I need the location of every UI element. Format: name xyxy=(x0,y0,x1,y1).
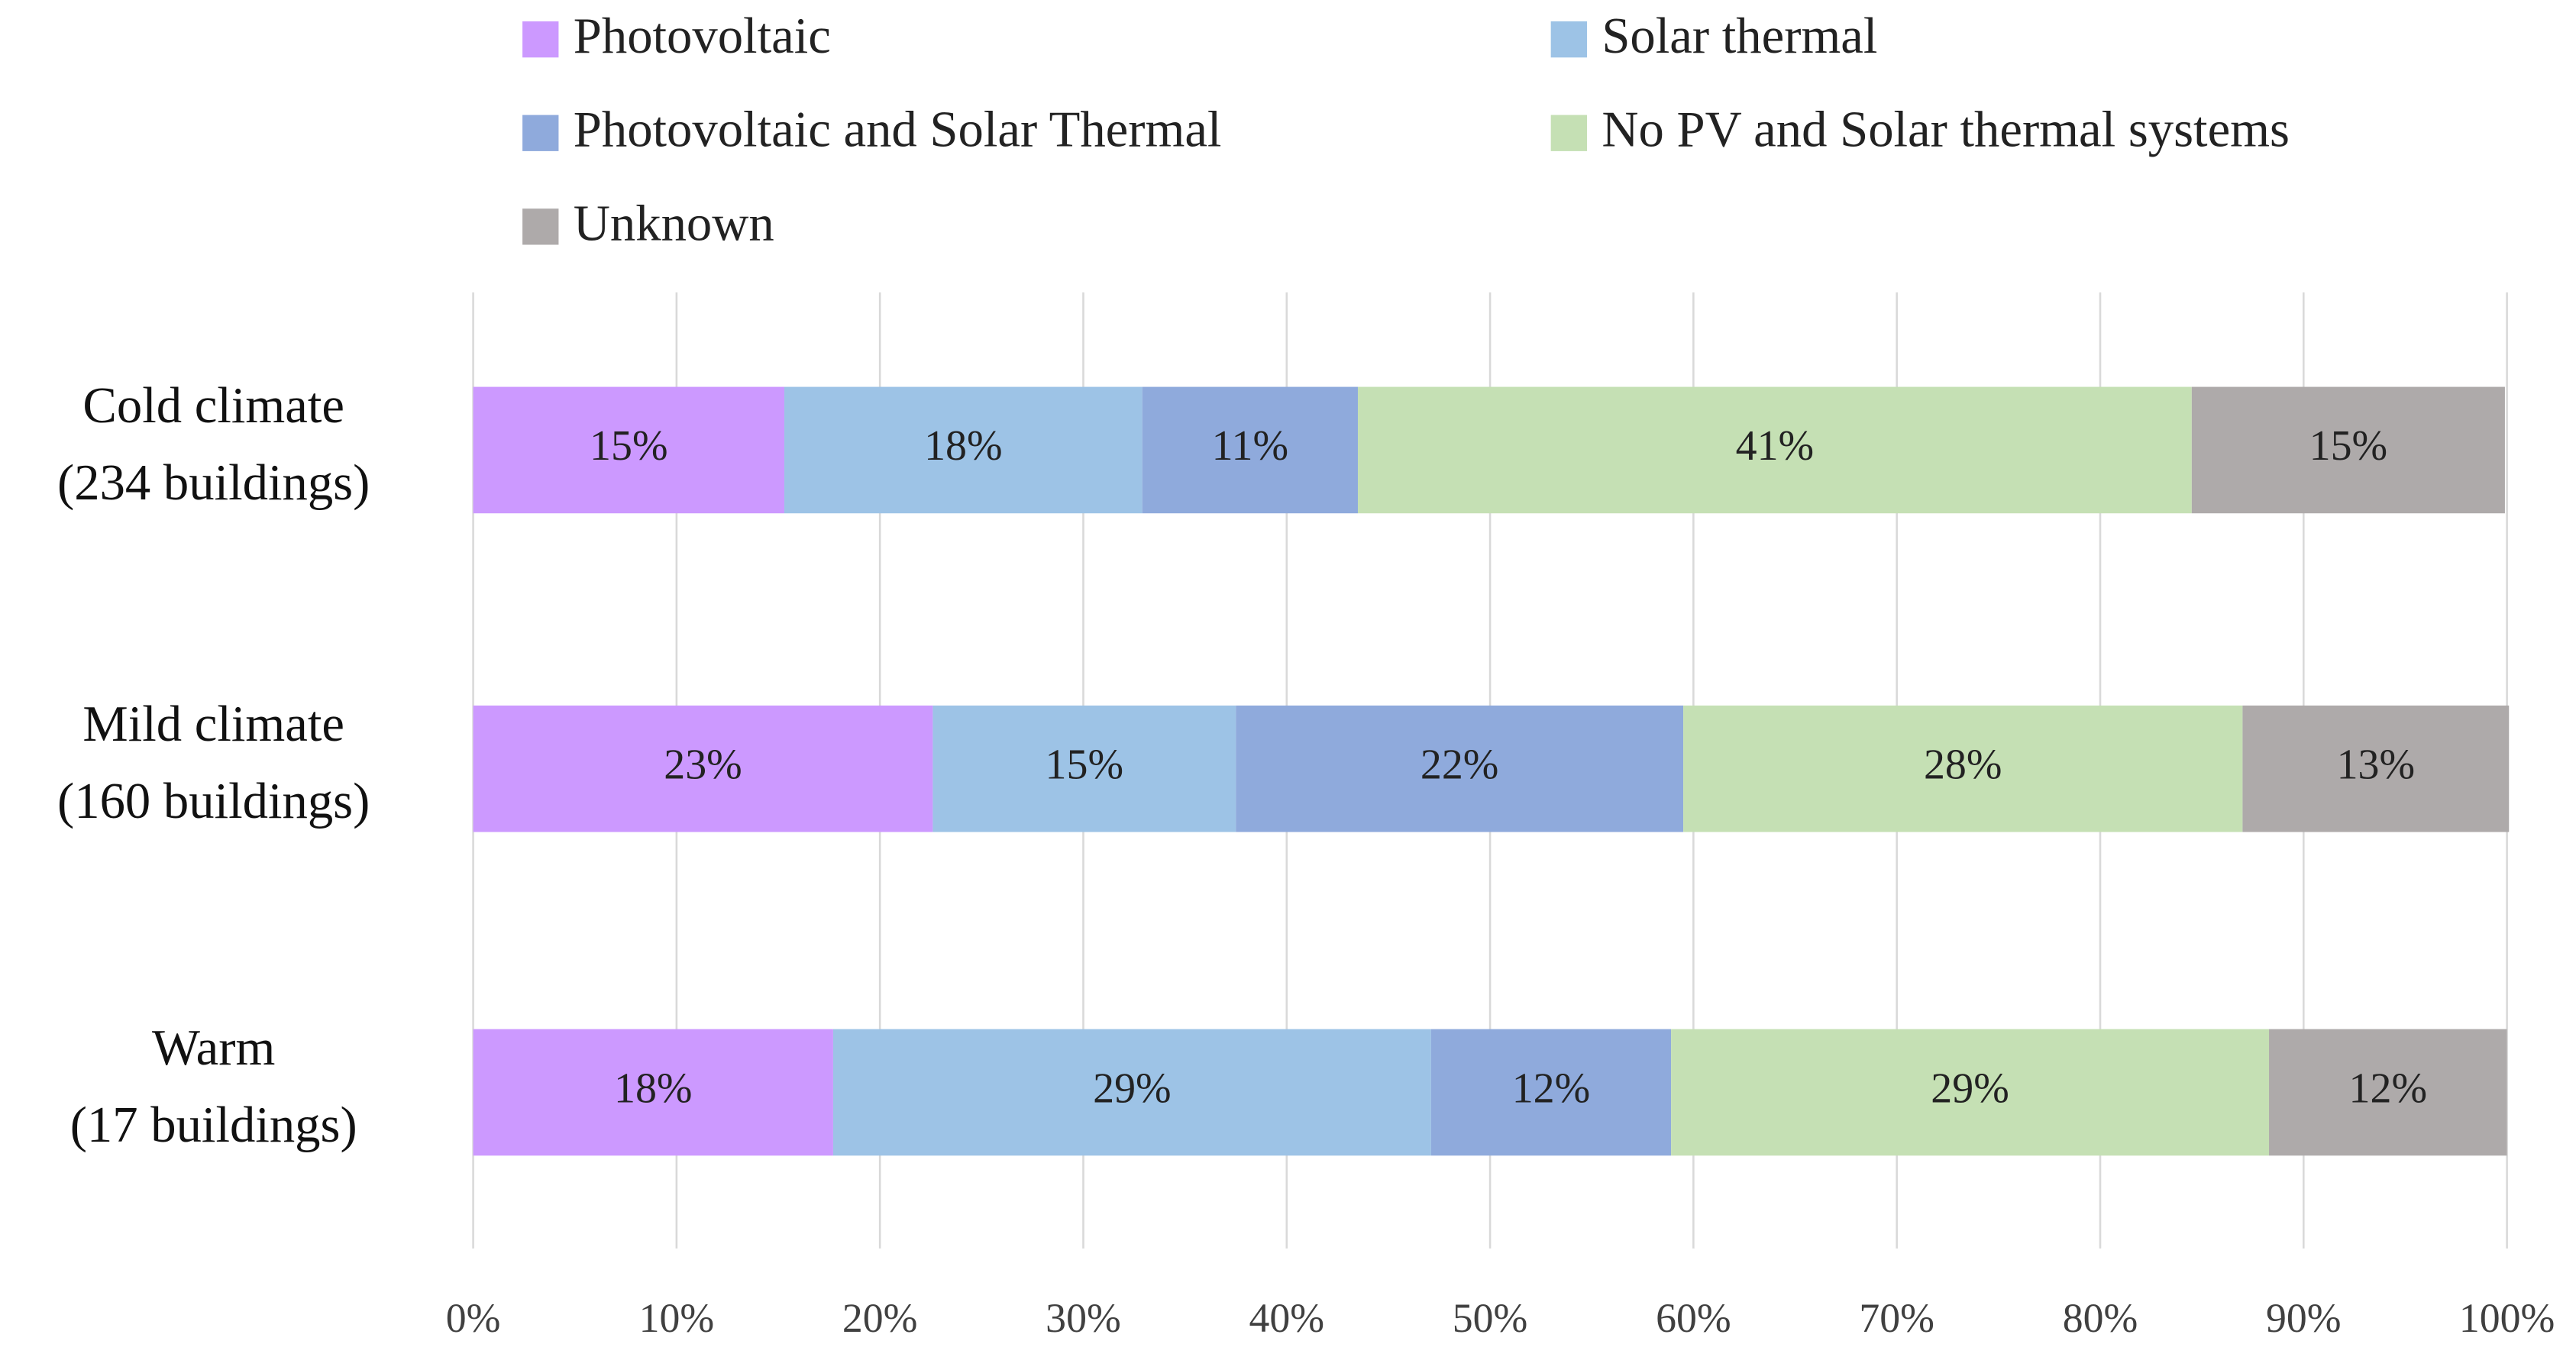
y-tick-label: Mild climate (160 buildings) xyxy=(57,696,370,829)
y-tick-label: Cold climate (234 buildings) xyxy=(57,378,370,511)
bar-segment xyxy=(1671,1029,2270,1156)
x-tick-label: 80% xyxy=(2063,1295,2138,1341)
x-tick-label: 100% xyxy=(2459,1295,2555,1341)
legend-swatch xyxy=(1550,115,1587,151)
legend-label: No PV and Solar thermal systems xyxy=(1602,102,2290,158)
x-tick-label: 60% xyxy=(1656,1295,1731,1341)
data-label: 18% xyxy=(614,1065,692,1112)
y-tick-label-line: (160 buildings) xyxy=(57,774,370,829)
x-tick-label: 70% xyxy=(1859,1295,1934,1341)
bar-segment xyxy=(2242,705,2510,832)
bar-segment xyxy=(1236,705,1684,832)
y-tick-label-line: Warm xyxy=(152,1020,275,1076)
x-tick-label: 0% xyxy=(446,1295,501,1341)
data-label: 41% xyxy=(1736,422,1814,470)
legend-swatch xyxy=(1550,21,1587,58)
bar-segment xyxy=(473,1029,833,1156)
y-tick-label-line: Mild climate xyxy=(82,696,344,752)
y-tick-label-line: Cold climate xyxy=(82,378,344,434)
bar-segment xyxy=(932,705,1236,832)
data-label: 13% xyxy=(2337,742,2415,789)
data-label: 22% xyxy=(1421,742,1498,789)
bar-segment xyxy=(2269,1029,2507,1156)
y-tick-label-line: (17 buildings) xyxy=(70,1097,357,1153)
x-tick-label: 50% xyxy=(1453,1295,1528,1341)
bar-segment xyxy=(1430,1029,1672,1156)
bar-segment xyxy=(473,386,785,514)
data-label: 15% xyxy=(2309,422,2387,470)
legend-label: Solar thermal xyxy=(1602,8,1877,64)
legend-swatch xyxy=(522,208,559,245)
legend-swatch xyxy=(522,21,559,58)
bar-segment xyxy=(1142,386,1358,514)
data-label: 28% xyxy=(1924,742,2002,789)
data-label: 15% xyxy=(1046,742,1123,789)
bar-segment xyxy=(784,386,1143,514)
data-label: 18% xyxy=(924,422,1002,470)
x-tick-label: 10% xyxy=(639,1295,715,1341)
y-tick-label-line: (234 buildings) xyxy=(57,455,370,511)
x-tick-label: 90% xyxy=(2266,1295,2342,1341)
data-label: 12% xyxy=(2349,1065,2427,1112)
x-tick-label: 40% xyxy=(1249,1295,1324,1341)
legend-label: Unknown xyxy=(574,195,774,251)
data-label: 11% xyxy=(1212,422,1288,470)
bar-segment xyxy=(832,1029,1431,1156)
legend-label: Photovoltaic xyxy=(574,8,831,64)
x-tick-label: 30% xyxy=(1046,1295,1121,1341)
bar-segment xyxy=(1357,386,2192,514)
data-label: 29% xyxy=(1093,1065,1171,1112)
data-label: 15% xyxy=(590,422,667,470)
x-tick-label: 20% xyxy=(842,1295,918,1341)
bar-segment xyxy=(473,705,933,832)
y-tick-label: Warm (17 buildings) xyxy=(70,1020,357,1153)
bar-segment xyxy=(1683,705,2243,832)
legend-swatch xyxy=(522,115,559,151)
data-label: 23% xyxy=(664,742,742,789)
legend-label: Photovoltaic and Solar Thermal xyxy=(574,102,1222,158)
data-label: 29% xyxy=(1931,1065,2009,1112)
data-label: 12% xyxy=(1512,1065,1590,1112)
bar-segment xyxy=(2191,386,2505,514)
